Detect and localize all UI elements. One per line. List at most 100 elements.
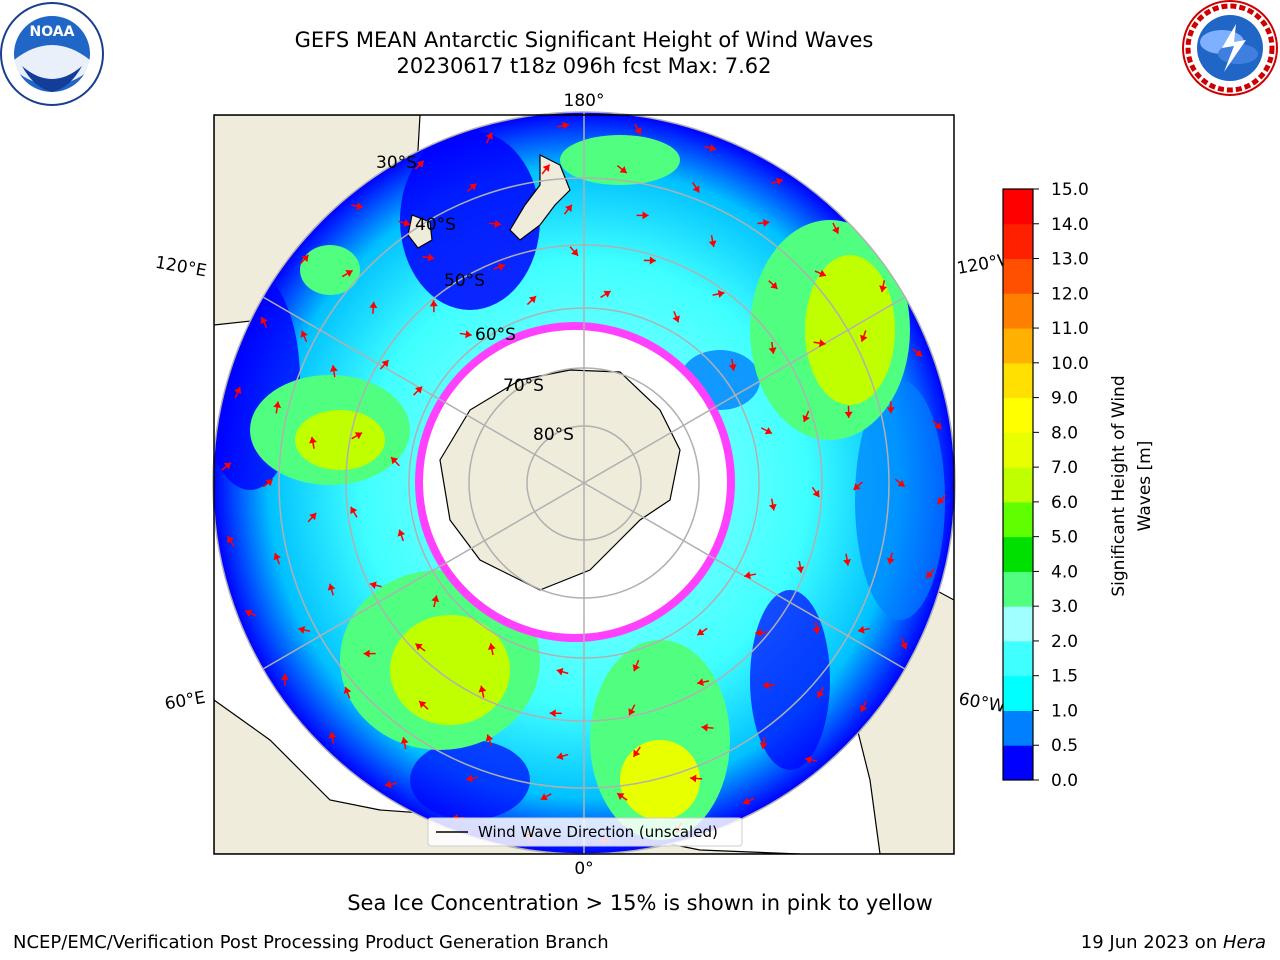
wave-arrow-head — [327, 583, 336, 591]
wave-arrow-head — [528, 296, 536, 304]
colorbar-tick-label: 5.0 — [1051, 528, 1078, 548]
wave-arrow-head — [879, 285, 887, 293]
wave-arrow-head — [692, 185, 700, 193]
wave-arrow-head — [384, 780, 392, 789]
wave-arrow-head — [619, 166, 627, 174]
colorbar-label-line2: Waves [m] — [1135, 441, 1155, 532]
wave-arrow-head — [642, 211, 649, 220]
wave-arrow-head — [844, 411, 853, 418]
colorbar-tick-label: 9.0 — [1051, 389, 1078, 409]
lat-label-60s: 60°S — [475, 325, 516, 345]
wave-arrow-head — [717, 290, 725, 298]
wave-arrow-head — [937, 496, 945, 504]
wave-arrow-head — [549, 709, 556, 718]
lon-label-180: 180° — [564, 91, 605, 111]
wave-arrow-head — [485, 132, 493, 140]
wave-arrow-head — [429, 300, 438, 307]
wave-arrow-head — [796, 566, 805, 573]
wave-arrow-head — [812, 489, 820, 498]
colorbar-tick-label: 2.0 — [1051, 632, 1078, 652]
wave-arrow-head — [768, 503, 777, 511]
wave-arrow-head — [273, 553, 281, 561]
legend-label: Wind Wave Direction (unscaled) — [478, 823, 718, 841]
wave-arrow-head — [634, 127, 642, 135]
wave-arrow-head — [802, 414, 810, 422]
lat-label-70s: 70°S — [503, 376, 544, 396]
wave-arrow-head — [363, 649, 370, 658]
wave-arrow-head — [245, 609, 253, 617]
wave-arrow-head — [415, 386, 423, 394]
colorbar-segment — [1003, 536, 1033, 572]
wave-arrow-head — [672, 315, 680, 323]
wave-arrow-head — [818, 269, 827, 278]
wave-arrow-head — [354, 432, 363, 440]
wave-arrow-head — [381, 360, 389, 368]
colorbar-segment — [1003, 571, 1033, 607]
wave-arrow-head — [419, 701, 427, 709]
wave-arrow-head — [617, 793, 625, 800]
colorbar-tick-label: 0.0 — [1051, 771, 1078, 791]
wave-arrow-head — [708, 240, 717, 247]
new-zealand — [407, 154, 571, 249]
wave-arrow-head — [369, 301, 378, 309]
wave-arrow-head — [223, 462, 232, 470]
wave-arrow-head — [328, 731, 337, 739]
lat-label-50s: 50°S — [444, 271, 485, 291]
footer-credit: NCEP/EMC/Verification Post Processing Pr… — [13, 932, 609, 953]
wave-arrow-head — [556, 667, 564, 676]
wave-arrow-head — [556, 752, 564, 761]
colorbar-segment — [1003, 223, 1033, 260]
wave-arrow-head — [485, 734, 494, 742]
footer-date: 19 Jun 2023 on Hera — [1081, 932, 1266, 953]
footer-date-text: 19 Jun 2023 on — [1080, 932, 1223, 953]
wave-arrow-head — [562, 121, 570, 130]
wave-arrow-head — [812, 627, 821, 634]
noaa-logo-text: NOAA — [30, 24, 75, 40]
wave-arrow-head — [755, 628, 762, 637]
wave-arrow-head — [805, 755, 812, 764]
wave-arrow-head — [744, 571, 751, 580]
wave-arrow-head — [934, 421, 942, 429]
wave-arrow-head — [632, 664, 641, 672]
lon-label-60e: 60°E — [163, 688, 207, 715]
wave-arrow-head — [764, 427, 772, 435]
wave-arrow-head — [775, 177, 783, 186]
wave-arrow-head — [857, 625, 865, 634]
wave-arrow-head — [540, 793, 548, 801]
wave-arrow-head — [697, 628, 705, 636]
wave-arrow-head — [356, 202, 363, 211]
wind-wave-direction-arrows — [221, 121, 947, 845]
wave-arrow-head — [465, 330, 472, 339]
colorbar-ticks: 0.0 0.5 1.0 1.5 2.0 3.0 4.0 5.0 6.0 7.0 8.0 9.0 10.0… — [1033, 180, 1089, 791]
wave-arrow-head — [770, 281, 778, 289]
footer-host: Hera — [1222, 932, 1266, 953]
wave-arrow-head — [886, 407, 895, 414]
wave-arrow-head — [926, 570, 934, 579]
colorbar-segment — [1003, 745, 1033, 781]
colorbar-segment — [1003, 362, 1033, 399]
wave-arrow-head — [350, 506, 358, 515]
noaa-logo-icon: NOAA — [0, 2, 104, 106]
wave-arrow-head — [416, 160, 424, 168]
wave-arrow-head — [466, 774, 473, 783]
wave-arrow-head — [759, 742, 768, 749]
wave-arrow-head — [273, 401, 282, 409]
wave-arrow-head — [280, 673, 289, 680]
colorbar-tick-label: 11.0 — [1051, 319, 1089, 339]
wave-arrow-head — [701, 723, 708, 732]
colorbar-tick-label: 12.0 — [1051, 284, 1089, 304]
colorbar-segment — [1003, 675, 1033, 711]
wave-arrow-head — [900, 642, 908, 650]
wave-arrow-head — [391, 457, 399, 465]
wave-arrow-head — [697, 678, 704, 687]
wave-arrow-head — [859, 704, 868, 713]
colorbar-segment — [1003, 258, 1033, 294]
colorbar-tick-label: 8.0 — [1051, 423, 1078, 443]
wave-arrow-head — [817, 690, 825, 698]
colorbar-segment — [1003, 501, 1033, 538]
wave-arrow-head — [487, 643, 496, 650]
wave-arrow-head — [415, 643, 423, 651]
map-title: GEFS MEAN Antarctic Significant Height o… — [294, 28, 874, 52]
colorbar-segment — [1003, 640, 1033, 677]
